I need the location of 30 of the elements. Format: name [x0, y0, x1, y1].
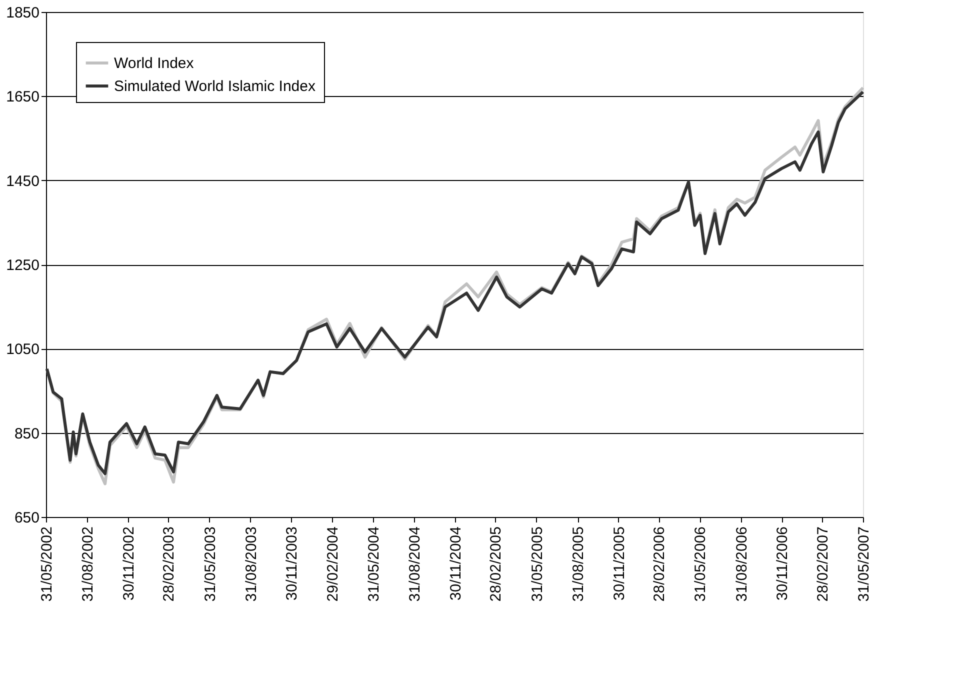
- x-tick-label: 31/05/2006: [692, 526, 710, 602]
- x-tick-label: 30/11/2006: [774, 526, 792, 600]
- y-tick-label: 850: [14, 425, 40, 442]
- legend-label: World Index: [114, 55, 194, 72]
- x-tick-label: 30/11/2005: [610, 526, 628, 600]
- x-tick-label: 31/08/2005: [570, 526, 588, 602]
- x-tick-label: 30/11/2004: [447, 526, 464, 600]
- legend-label: Simulated World Islamic Index: [114, 78, 316, 95]
- x-tick-label: 29/02/2004: [324, 526, 342, 602]
- y-tick-label: 1450: [6, 172, 40, 190]
- x-tick-label: 31/08/2004: [406, 526, 424, 602]
- x-tick-label: 30/11/2003: [284, 526, 301, 600]
- x-tick-label: 31/05/2002: [38, 526, 56, 602]
- y-tick-label: 1850: [6, 4, 40, 22]
- x-tick-label: 30/11/2002: [120, 526, 138, 600]
- x-tick-label: 28/02/2005: [488, 526, 505, 602]
- x-tick-label: 28/02/2007: [814, 526, 832, 602]
- y-tick-label: 1250: [6, 257, 40, 274]
- x-tick-label: 28/02/2006: [651, 526, 668, 602]
- x-tick-label: 31/08/2003: [242, 526, 260, 602]
- x-tick-label: 31/08/2006: [733, 526, 750, 602]
- x-tick-label: 28/02/2003: [160, 526, 178, 602]
- y-tick-label: 1650: [6, 88, 40, 106]
- x-tick-label: 31/08/2002: [80, 526, 97, 602]
- y-tick-label: 650: [14, 510, 40, 526]
- x-tick-label: 31/05/2003: [202, 526, 219, 602]
- x-tick-label: 31/05/2007: [856, 526, 872, 602]
- x-tick-label: 31/05/2005: [528, 526, 546, 602]
- y-tick-label: 1050: [6, 341, 40, 358]
- x-tick-label: 31/05/2004: [366, 526, 383, 602]
